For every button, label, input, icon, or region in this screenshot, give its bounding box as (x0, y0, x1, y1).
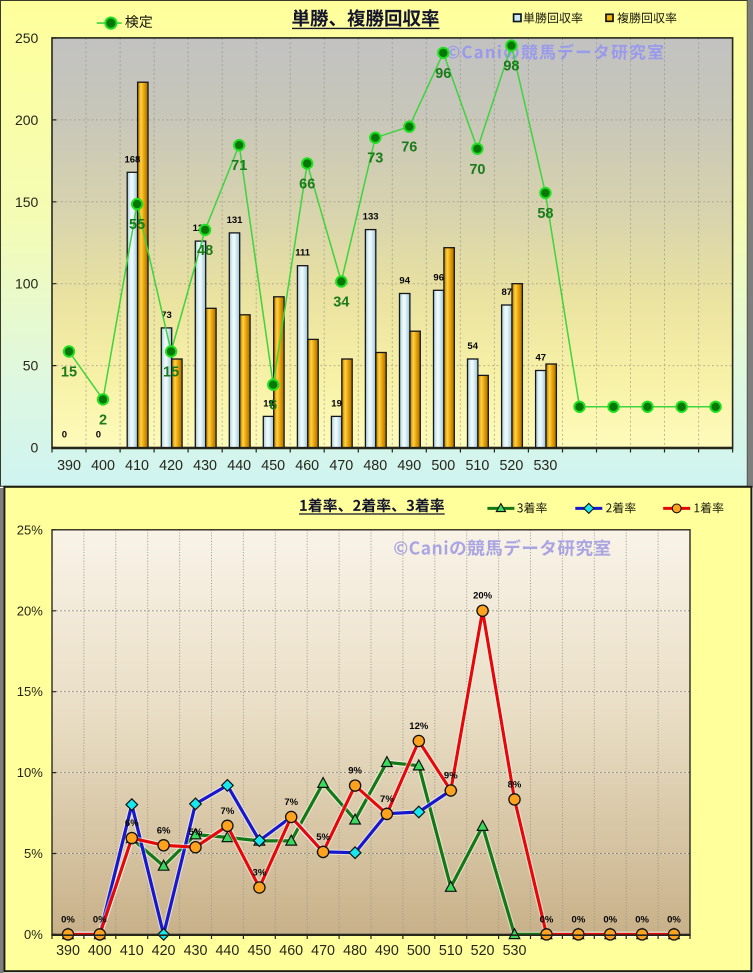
svg-text:100: 100 (15, 276, 39, 292)
svg-text:12%: 12% (409, 721, 429, 732)
svg-text:47: 47 (536, 353, 547, 364)
svg-text:460: 460 (295, 458, 319, 474)
svg-text:0: 0 (31, 440, 39, 456)
svg-text:73: 73 (367, 151, 383, 167)
svg-text:3%: 3% (253, 868, 267, 879)
svg-text:150: 150 (15, 194, 39, 210)
svg-text:73: 73 (161, 310, 172, 321)
svg-text:0: 0 (62, 430, 67, 441)
svg-text:490: 490 (375, 943, 399, 959)
svg-text:480: 480 (363, 458, 387, 474)
svg-text:400: 400 (91, 458, 115, 474)
svg-text:8%: 8% (508, 779, 522, 790)
svg-text:71: 71 (231, 158, 247, 174)
svg-text:19: 19 (263, 398, 274, 409)
svg-text:66: 66 (299, 177, 315, 193)
svg-text:0%: 0% (572, 914, 586, 925)
svg-text:440: 440 (215, 943, 239, 959)
svg-text:9%: 9% (444, 771, 458, 782)
svg-text:470: 470 (329, 458, 353, 474)
svg-text:15: 15 (61, 365, 77, 381)
svg-text:2: 2 (99, 412, 107, 428)
svg-text:15: 15 (163, 365, 179, 381)
svg-text:6%: 6% (157, 825, 171, 836)
svg-text:0%: 0% (24, 927, 43, 942)
svg-text:70: 70 (469, 162, 485, 178)
svg-text:480: 480 (343, 943, 367, 959)
svg-text:5%: 5% (189, 827, 203, 838)
svg-text:410: 410 (125, 458, 149, 474)
svg-text:520: 520 (499, 458, 523, 474)
svg-text:6: 6 (269, 398, 277, 414)
svg-text:131: 131 (227, 215, 244, 226)
svg-text:5%: 5% (24, 846, 43, 861)
svg-text:133: 133 (363, 212, 379, 223)
svg-text:87: 87 (502, 287, 513, 298)
svg-text:98: 98 (503, 59, 519, 75)
svg-text:420: 420 (159, 458, 183, 474)
svg-text:440: 440 (227, 458, 251, 474)
svg-text:390: 390 (57, 458, 81, 474)
svg-text:94: 94 (399, 276, 410, 287)
svg-text:10%: 10% (17, 765, 43, 780)
svg-text:9%: 9% (348, 766, 362, 777)
svg-text:20%: 20% (17, 603, 43, 618)
svg-text:55: 55 (129, 217, 145, 233)
svg-text:54: 54 (467, 341, 478, 352)
svg-text:490: 490 (397, 458, 421, 474)
svg-text:450: 450 (261, 458, 285, 474)
svg-text:96: 96 (435, 66, 451, 82)
svg-text:200: 200 (15, 112, 39, 128)
svg-text:450: 450 (247, 943, 271, 959)
svg-text:0%: 0% (635, 914, 649, 925)
svg-text:25%: 25% (17, 522, 43, 537)
svg-text:0%: 0% (61, 914, 75, 925)
svg-text:430: 430 (193, 458, 217, 474)
svg-text:5%: 5% (316, 832, 330, 843)
svg-text:0: 0 (96, 430, 101, 441)
svg-text:15%: 15% (17, 684, 43, 699)
svg-text:400: 400 (88, 943, 112, 959)
svg-text:19: 19 (331, 398, 342, 409)
svg-text:460: 460 (279, 943, 303, 959)
svg-text:0%: 0% (603, 914, 617, 925)
svg-text:390: 390 (56, 943, 80, 959)
svg-text:168: 168 (124, 154, 140, 165)
svg-text:420: 420 (152, 943, 176, 959)
svg-text:7%: 7% (221, 806, 235, 817)
svg-text:0%: 0% (540, 914, 554, 925)
svg-text:48: 48 (197, 243, 213, 259)
svg-text:111: 111 (295, 248, 311, 259)
svg-text:34: 34 (333, 295, 349, 311)
svg-text:96: 96 (433, 272, 444, 283)
svg-text:510: 510 (439, 943, 463, 959)
svg-text:500: 500 (431, 458, 455, 474)
svg-text:20%: 20% (473, 591, 493, 602)
svg-text:6%: 6% (125, 818, 139, 829)
svg-text:520: 520 (471, 943, 495, 959)
svg-text:470: 470 (311, 943, 335, 959)
svg-text:510: 510 (465, 458, 489, 474)
svg-text:76: 76 (401, 140, 417, 156)
svg-text:0%: 0% (667, 914, 681, 925)
svg-text:430: 430 (184, 943, 208, 959)
svg-text:0%: 0% (93, 914, 107, 925)
svg-text:250: 250 (15, 30, 39, 46)
svg-text:7%: 7% (284, 797, 298, 808)
svg-text:530: 530 (533, 458, 557, 474)
svg-text:7%: 7% (380, 794, 394, 805)
svg-text:410: 410 (120, 943, 144, 959)
svg-text:530: 530 (503, 943, 527, 959)
svg-text:50: 50 (23, 358, 39, 374)
svg-text:500: 500 (407, 943, 431, 959)
svg-text:58: 58 (537, 206, 553, 222)
